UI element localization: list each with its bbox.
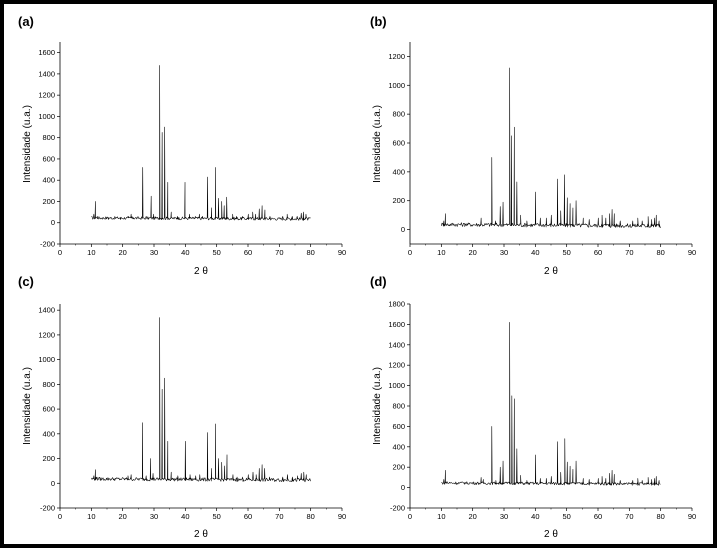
y-tick-label: 1400 [38,69,55,78]
y-tick-label: 1200 [388,361,405,370]
y-tick-label: 800 [392,402,405,411]
y-tick-label: -200 [40,240,55,249]
y-tick-label: 1200 [388,52,405,61]
x-tick-label: 40 [181,512,189,521]
x-tick-label: 60 [594,512,602,521]
y-tick-label: 200 [392,463,405,472]
xrd-pattern-line [91,65,311,221]
x-tick-label: 30 [150,248,158,257]
y-tick-label: 1600 [388,320,405,329]
x-tick-label: 20 [468,248,476,257]
x-tick-label: 10 [87,512,95,521]
x-tick-label: 80 [656,248,664,257]
y-tick-label: 1000 [38,355,55,364]
y-tick-label: 800 [392,110,405,119]
x-tick-label: 50 [562,512,570,521]
x-tick-label: 90 [338,248,346,257]
y-tick-label: 0 [51,479,55,488]
y-tick-label: 400 [392,167,405,176]
x-tick-label: 0 [58,512,62,521]
x-tick-label: 0 [408,512,412,521]
panel-label: (b) [370,14,387,29]
y-tick-label: 200 [42,454,55,463]
x-tick-label: 50 [212,248,220,257]
x-tick-label: 10 [87,248,95,257]
x-tick-label: 30 [500,512,508,521]
x-tick-label: 40 [531,512,539,521]
x-tick-label: 90 [688,512,696,521]
x-axis-title: 2 θ [544,529,558,540]
x-tick-label: 60 [594,248,602,257]
xrd-panel-2: (b) 0 10 20 30 40 50 60 70 80 90 0 200 400 600 800 1000 1… [370,14,696,277]
xrd-panel-4: (d)0 10 20 30 40 50 60 70 80 90-20002004006008001… [370,274,696,540]
y-tick-label: 600 [392,422,405,431]
x-tick-label: 60 [244,512,252,521]
x-tick-label: 60 [244,248,252,257]
x-tick-label: 80 [306,512,314,521]
x-tick-label: 30 [150,512,158,521]
y-tick-label: 400 [42,176,55,185]
y-tick-label: 0 [51,218,55,227]
x-axis-title: 2 θ [544,266,558,277]
y-tick-label: 600 [392,139,405,148]
y-tick-label: 200 [392,196,405,205]
x-tick-label: 40 [531,248,539,257]
y-tick-label: 1000 [388,381,405,390]
x-axis-title: 2 θ [194,529,208,540]
y-tick-label: 200 [42,197,55,206]
x-tick-label: 50 [212,512,220,521]
x-tick-label: 70 [275,512,283,521]
x-tick-label: 20 [118,512,126,521]
y-axis-title: Intensidade (u.a.) [372,105,383,183]
y-tick-label: 1400 [388,340,405,349]
y-tick-label: 1800 [388,300,405,309]
xrd-panel-1: (a)0 10 20 30 40 50 60 70 80 90-20002004006008001… [18,14,346,277]
xrd-panel-3: (c)0 10 20 30 40 50 60 70 80 90-20002004006008001… [18,274,346,540]
y-axis-title: Intensidade (u.a.) [372,367,383,445]
x-tick-label: 0 [58,248,62,257]
xrd-pattern-line [441,67,661,229]
y-tick-label: 400 [392,442,405,451]
xrd-figure: (a)0 10 20 30 40 50 60 70 80 90-20002004006008001… [18,14,696,540]
y-tick-label: 0 [401,225,405,234]
y-axis-title: Intensidade (u.a.) [22,367,33,445]
x-tick-label: 80 [656,512,664,521]
y-tick-label: -200 [390,504,405,513]
y-tick-label: 0 [401,483,405,492]
x-axis-title: 2 θ [194,266,208,277]
y-axis-title: Intensidade (u.a.) [22,105,33,183]
y-tick-label: 1000 [38,112,55,121]
x-tick-label: 90 [338,512,346,521]
y-tick-label: 1200 [38,91,55,100]
y-tick-label: -200 [40,504,55,513]
xrd-pattern-line [441,322,661,486]
x-tick-label: 40 [181,248,189,257]
x-tick-label: 10 [437,512,445,521]
x-tick-label: 70 [275,248,283,257]
x-tick-label: 30 [500,248,508,257]
x-tick-label: 20 [468,512,476,521]
y-tick-label: 800 [42,380,55,389]
panel-label: (d) [370,274,387,289]
y-tick-label: 800 [42,133,55,142]
x-tick-label: 10 [437,248,445,257]
y-tick-label: 1200 [38,330,55,339]
y-tick-label: 400 [42,429,55,438]
x-tick-label: 0 [408,248,412,257]
x-tick-label: 50 [562,248,570,257]
y-tick-label: 1000 [388,81,405,90]
x-tick-label: 70 [625,248,633,257]
y-tick-label: 1400 [38,306,55,315]
x-tick-label: 70 [625,512,633,521]
x-tick-label: 80 [306,248,314,257]
y-tick-label: 600 [42,154,55,163]
panel-label: (c) [18,274,34,289]
y-tick-label: 600 [42,405,55,414]
x-tick-label: 20 [118,248,126,257]
x-tick-label: 90 [688,248,696,257]
panel-label: (a) [18,14,34,29]
y-tick-label: 1600 [38,48,55,57]
xrd-pattern-line [91,317,311,483]
